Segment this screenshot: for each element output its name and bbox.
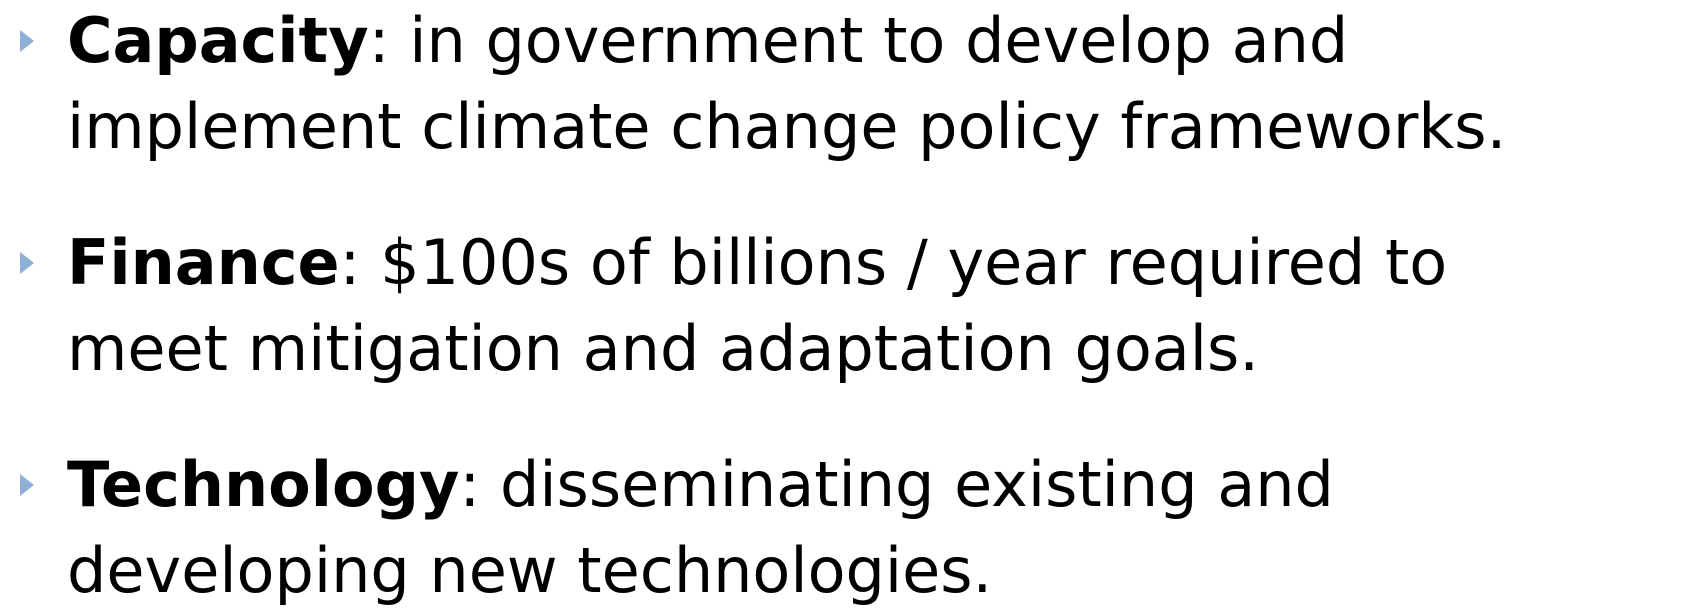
bullet-marker (20, 30, 34, 52)
term: Finance (67, 226, 340, 299)
bullet-item: Finance: $100s of billions / year requir… (0, 220, 1617, 392)
term: Technology (67, 448, 460, 521)
term: Capacity (67, 4, 369, 77)
triangle (20, 30, 34, 52)
triangle (20, 252, 34, 274)
description: : in government to develop and implement… (67, 4, 1507, 163)
description: : $100s of billions / year required to m… (67, 226, 1448, 385)
triangle (20, 474, 34, 496)
bullet-item: Capacity: in government to develop and i… (0, 0, 1617, 170)
bullet-item: Technology: disseminating existing and d… (0, 442, 1617, 611)
bullet-marker (20, 474, 34, 496)
description: : disseminating existing and developing … (67, 448, 1334, 607)
bullet-marker (20, 252, 34, 274)
